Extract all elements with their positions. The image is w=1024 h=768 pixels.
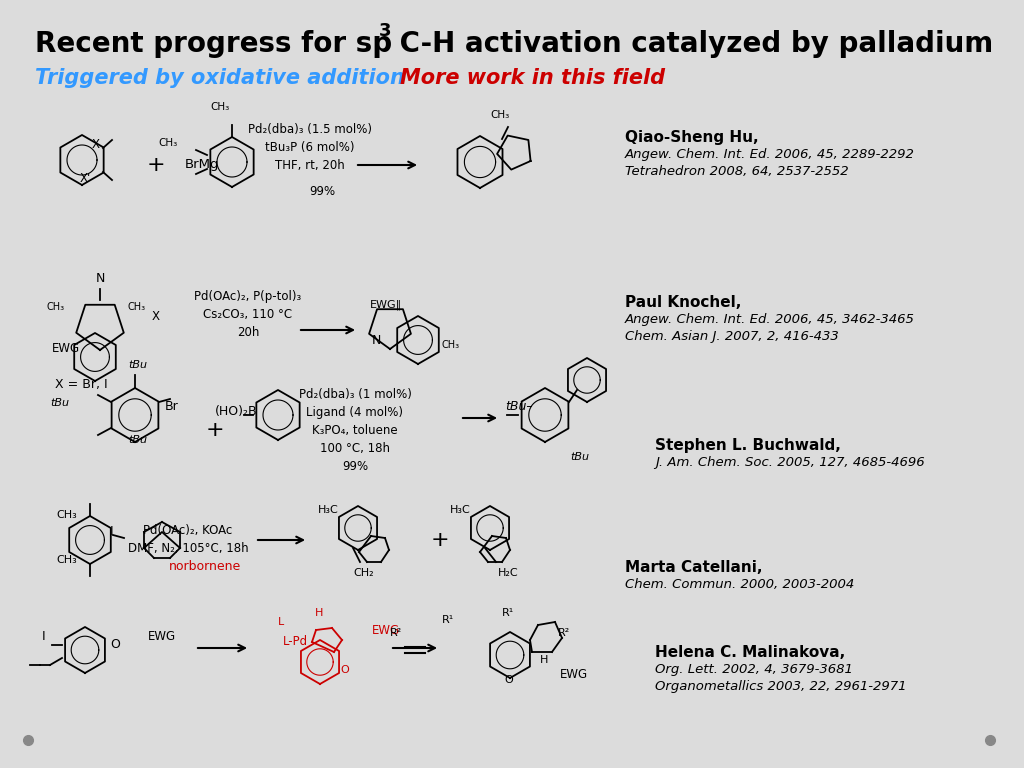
Text: CH₃: CH₃ [56, 555, 77, 565]
Text: R¹: R¹ [442, 615, 455, 625]
Text: Pd(OAc)₂, KOAc
DMF, N₂, 105°C, 18h: Pd(OAc)₂, KOAc DMF, N₂, 105°C, 18h [128, 524, 248, 555]
Text: C-H activation catalyzed by palladium: C-H activation catalyzed by palladium [390, 30, 993, 58]
Text: Org. Lett. 2002, 4, 3679-3681: Org. Lett. 2002, 4, 3679-3681 [655, 663, 853, 676]
Text: Helena C. Malinakova,: Helena C. Malinakova, [655, 645, 845, 660]
Text: tBu: tBu [128, 360, 147, 370]
Text: CH₃: CH₃ [128, 302, 146, 312]
Text: +: + [431, 530, 450, 550]
Text: N: N [95, 272, 104, 285]
Text: Pd₂(dba)₃ (1 mol%)
Ligand (4 mol%)
K₃PO₄, toluene
100 °C, 18h
99%: Pd₂(dba)₃ (1 mol%) Ligand (4 mol%) K₃PO₄… [299, 388, 412, 473]
Text: tBu: tBu [50, 398, 69, 408]
Text: tBu: tBu [570, 452, 589, 462]
Text: X: X [92, 138, 100, 151]
Text: CH₃: CH₃ [56, 510, 77, 520]
Text: H: H [315, 608, 324, 618]
Text: EWG‖: EWG‖ [370, 300, 402, 310]
Text: (HO)₂B: (HO)₂B [215, 405, 258, 418]
Text: BrMg: BrMg [185, 158, 219, 171]
Text: R²: R² [558, 628, 570, 638]
Text: +: + [146, 155, 165, 175]
Text: CH₂: CH₂ [353, 568, 374, 578]
Text: More work in this field: More work in this field [400, 68, 666, 88]
Text: I: I [42, 630, 46, 643]
Text: 3: 3 [379, 22, 391, 40]
Text: Organometallics 2003, 22, 2961-2971: Organometallics 2003, 22, 2961-2971 [655, 680, 906, 693]
Text: X': X' [80, 172, 91, 185]
Text: CH₃: CH₃ [159, 138, 178, 148]
Text: L: L [278, 617, 285, 627]
Text: Paul Knochel,: Paul Knochel, [625, 295, 741, 310]
Text: tBu: tBu [128, 435, 147, 445]
Text: Br: Br [165, 400, 179, 413]
Text: CH₃: CH₃ [490, 110, 510, 120]
Text: CH₃: CH₃ [210, 102, 229, 112]
Text: R¹: R¹ [502, 608, 514, 618]
Text: I: I [110, 525, 114, 538]
Text: Marta Catellani,: Marta Catellani, [625, 560, 763, 575]
Text: Angew. Chem. Int. Ed. 2006, 45, 2289-2292: Angew. Chem. Int. Ed. 2006, 45, 2289-229… [625, 148, 914, 161]
Text: O: O [340, 665, 349, 675]
Text: O: O [110, 638, 120, 651]
Text: H₃C: H₃C [318, 505, 339, 515]
Text: Tetrahedron 2008, 64, 2537-2552: Tetrahedron 2008, 64, 2537-2552 [625, 165, 849, 178]
Text: R²: R² [390, 628, 402, 638]
Text: Angew. Chem. Int. Ed. 2006, 45, 3462-3465: Angew. Chem. Int. Ed. 2006, 45, 3462-346… [625, 313, 914, 326]
Text: +: + [206, 420, 224, 440]
Text: H₃C: H₃C [450, 505, 471, 515]
Text: Chem. Asian J. 2007, 2, 416-433: Chem. Asian J. 2007, 2, 416-433 [625, 330, 839, 343]
Text: 99%: 99% [309, 185, 335, 198]
Text: Qiao-Sheng Hu,: Qiao-Sheng Hu, [625, 130, 759, 145]
Text: Pd(OAc)₂, P(p-tol)₃
Cs₂CO₃, 110 °C
20h: Pd(OAc)₂, P(p-tol)₃ Cs₂CO₃, 110 °C 20h [195, 290, 302, 339]
Text: L-Pd: L-Pd [283, 635, 308, 648]
Text: Pd₂(dba)₃ (1.5 mol%)
tBu₃P (6 mol%)
THF, rt, 20h: Pd₂(dba)₃ (1.5 mol%) tBu₃P (6 mol%) THF,… [248, 123, 372, 172]
Text: CH₃: CH₃ [442, 340, 460, 350]
Text: EWG: EWG [52, 342, 80, 355]
Text: tBu–: tBu– [505, 400, 532, 413]
Text: Recent progress for sp: Recent progress for sp [35, 30, 392, 58]
Text: EWG: EWG [372, 624, 400, 637]
Text: Triggered by oxidative addition: Triggered by oxidative addition [35, 68, 404, 88]
Text: J. Am. Chem. Soc. 2005, 127, 4685-4696: J. Am. Chem. Soc. 2005, 127, 4685-4696 [655, 456, 925, 469]
Text: Chem. Commun. 2000, 2003-2004: Chem. Commun. 2000, 2003-2004 [625, 578, 854, 591]
Text: X: X [152, 310, 160, 323]
Text: norbornene: norbornene [169, 560, 241, 573]
Text: EWG: EWG [560, 668, 588, 681]
Text: X = Br, I: X = Br, I [55, 378, 108, 391]
Text: O: O [504, 675, 513, 685]
Text: H₂C: H₂C [498, 568, 518, 578]
Text: H: H [540, 655, 549, 665]
Text: Stephen L. Buchwald,: Stephen L. Buchwald, [655, 438, 841, 453]
Text: N: N [372, 333, 381, 346]
Text: EWG: EWG [148, 630, 176, 643]
Text: CH₃: CH₃ [47, 302, 65, 312]
